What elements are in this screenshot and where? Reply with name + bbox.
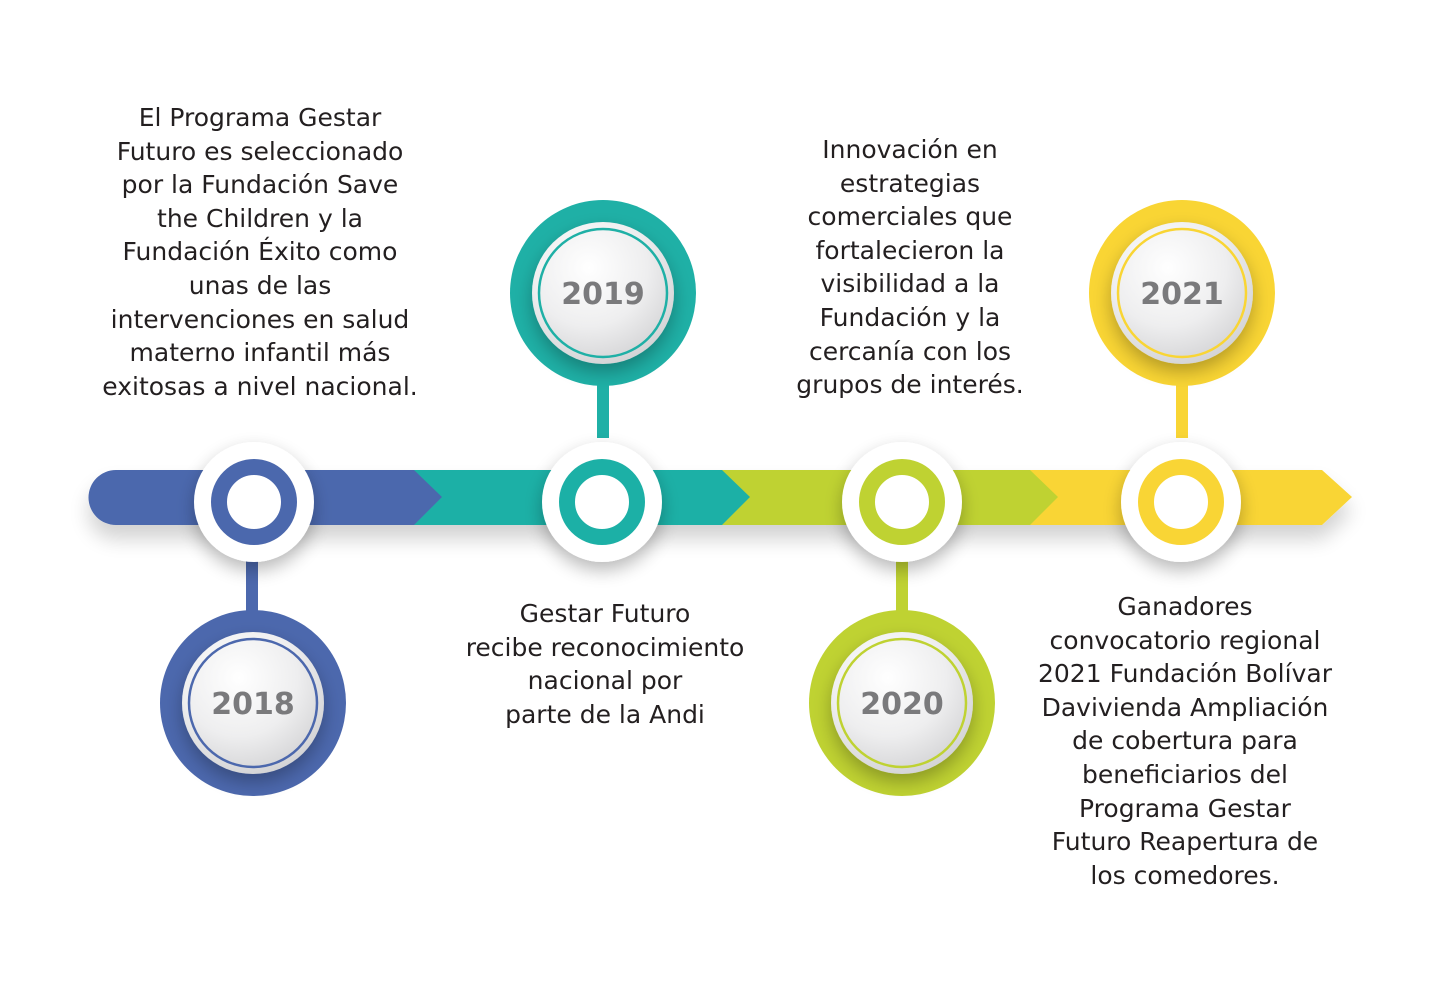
- year-label-2018: 2018: [211, 687, 295, 722]
- milestone-description-2020: Innovación en estrategias comerciales qu…: [796, 135, 1024, 400]
- year-label-2019: 2019: [561, 277, 645, 312]
- node-2018: [194, 442, 314, 562]
- badge-2019: 2019: [510, 200, 696, 386]
- connector-2021: [1176, 372, 1188, 438]
- connector-2018: [246, 560, 258, 622]
- connector-2019: [597, 372, 609, 438]
- badge-2020: 2020: [809, 610, 995, 796]
- node-2019: [542, 442, 662, 562]
- milestone-description-2019: Gestar Futuro recibe reconocimiento naci…: [465, 599, 745, 729]
- node-2020: [842, 442, 962, 562]
- connector-2020: [896, 560, 908, 622]
- year-label-2021: 2021: [1140, 277, 1224, 312]
- badge-2018: 2018: [160, 610, 346, 796]
- badge-2021: 2021: [1089, 200, 1275, 386]
- milestone-description-2018: El Programa Gestar Futuro es seleccionad…: [102, 103, 418, 401]
- year-label-2020: 2020: [860, 687, 944, 722]
- node-2021: [1121, 442, 1241, 562]
- milestone-description-2021: Ganadores convocatorio regional 2021 Fun…: [1038, 592, 1332, 890]
